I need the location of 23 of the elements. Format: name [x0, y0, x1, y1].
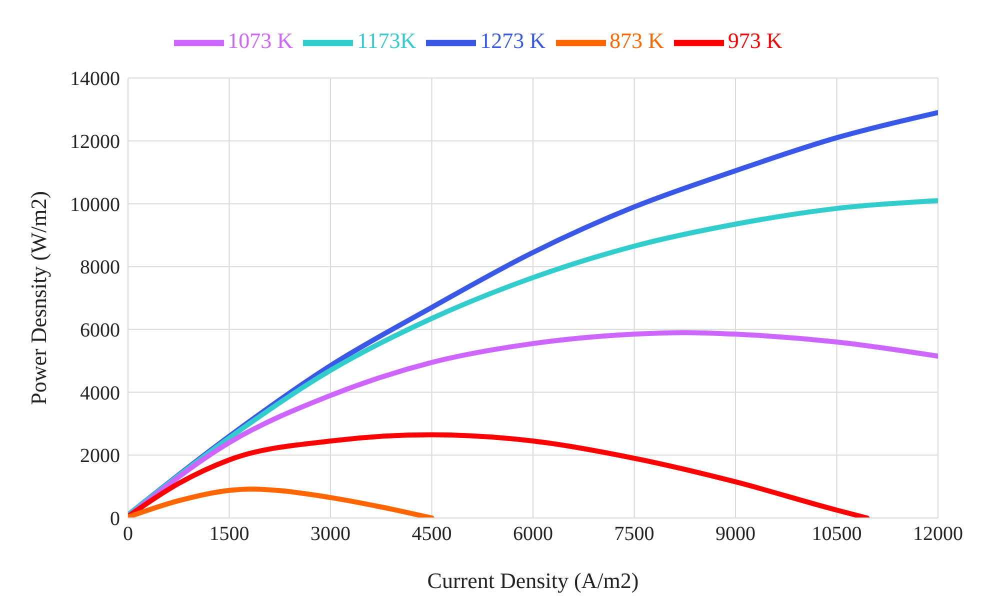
x-tick-label: 4500: [412, 523, 452, 546]
y-axis-title: Power Desnsity (W/m2): [26, 191, 51, 405]
legend-label: 873 K: [610, 28, 664, 54]
legend-label: 973 K: [728, 28, 782, 54]
y-tick-label: 14000: [70, 68, 120, 90]
y-tick-label: 6000: [80, 320, 120, 342]
legend-label: 1073 K: [228, 28, 294, 54]
x-tick-label: 6000: [513, 523, 553, 546]
x-tick-label: 12000: [913, 523, 963, 546]
x-tick-label: 3000: [310, 523, 350, 546]
y-tick-label: 12000: [70, 130, 120, 153]
y-tick-label: 2000: [80, 445, 120, 468]
x-tick-label: 7500: [614, 523, 654, 546]
y-tick-label: 10000: [70, 194, 120, 216]
legend-label: 1173K: [357, 28, 416, 54]
x-axis-title: Current Density (A/m2): [427, 568, 639, 593]
x-tick-label: 9000: [716, 523, 756, 546]
y-tick-label: 8000: [80, 256, 120, 279]
y-tick-label: 4000: [80, 382, 120, 404]
x-tick-label: 1500: [209, 523, 250, 546]
y-tick-label: 0: [110, 508, 120, 530]
legend-label: 1273 K: [480, 28, 546, 54]
x-tick-label: 10500: [812, 523, 862, 546]
